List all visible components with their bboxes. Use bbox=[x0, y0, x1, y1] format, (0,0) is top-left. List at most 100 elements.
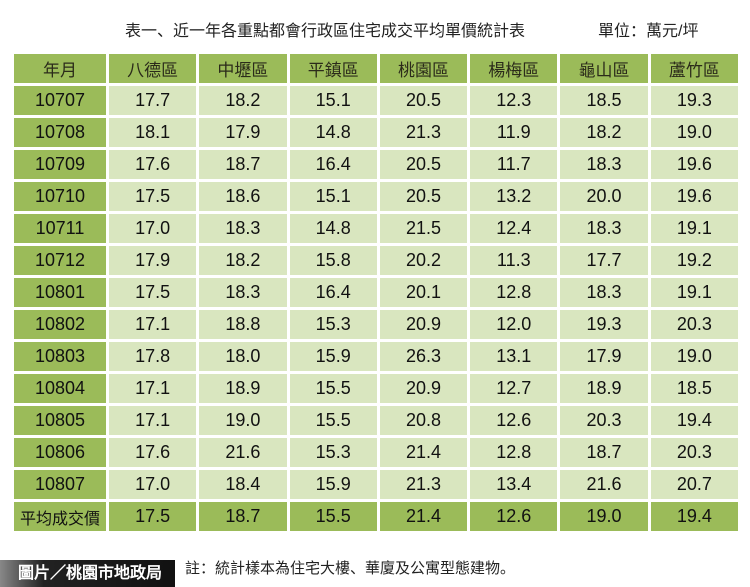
table-row: 10806 17.6 21.6 15.3 21.4 12.8 18.7 20.3 bbox=[14, 438, 738, 467]
table-cell: 17.0 bbox=[109, 214, 197, 243]
table-cell: 21.5 bbox=[379, 214, 468, 243]
row-label: 10807 bbox=[14, 470, 106, 499]
column-header: 桃園區 bbox=[379, 54, 468, 83]
table-cell: 20.5 bbox=[379, 150, 468, 179]
table-cell: 19.4 bbox=[650, 502, 738, 531]
table-cell: 18.4 bbox=[199, 470, 287, 499]
table-cell: 17.9 bbox=[199, 118, 287, 147]
table-cell: 15.9 bbox=[289, 470, 377, 499]
table-cell: 19.0 bbox=[650, 342, 738, 371]
table-cell: 12.8 bbox=[470, 278, 558, 307]
image-credit: 圖片／桃園市地政局 bbox=[0, 560, 175, 587]
table-cell: 18.3 bbox=[560, 150, 648, 179]
table-cell: 21.4 bbox=[379, 438, 468, 467]
table-cell: 19.0 bbox=[560, 502, 648, 531]
table-cell: 20.3 bbox=[560, 406, 648, 435]
table-cell: 18.0 bbox=[199, 342, 287, 371]
table-cell: 13.1 bbox=[470, 342, 558, 371]
table-cell: 13.2 bbox=[470, 182, 558, 211]
table-cell: 18.3 bbox=[199, 278, 287, 307]
table-cell: 18.2 bbox=[199, 246, 287, 275]
row-label: 10709 bbox=[14, 150, 106, 179]
table-cell: 17.1 bbox=[109, 406, 197, 435]
table-cell: 20.5 bbox=[379, 86, 468, 115]
row-label: 10708 bbox=[14, 118, 106, 147]
table-cell: 18.5 bbox=[560, 86, 648, 115]
table-cell: 17.6 bbox=[109, 438, 197, 467]
table-cell: 20.1 bbox=[379, 278, 468, 307]
table-cell: 17.5 bbox=[109, 182, 197, 211]
column-header: 平鎮區 bbox=[289, 54, 377, 83]
table-cell: 18.5 bbox=[650, 374, 738, 403]
table-cell: 15.5 bbox=[289, 406, 377, 435]
table-cell: 17.1 bbox=[109, 310, 197, 339]
row-label: 10710 bbox=[14, 182, 106, 211]
table-cell: 26.3 bbox=[379, 342, 468, 371]
table-cell: 12.8 bbox=[470, 438, 558, 467]
table-cell: 19.1 bbox=[650, 214, 738, 243]
table-cell: 15.1 bbox=[289, 86, 377, 115]
table-cell: 18.2 bbox=[560, 118, 648, 147]
table-cell: 11.3 bbox=[470, 246, 558, 275]
table-cell: 17.7 bbox=[560, 246, 648, 275]
table-cell: 18.2 bbox=[199, 86, 287, 115]
table-cell: 14.8 bbox=[289, 214, 377, 243]
row-label: 10804 bbox=[14, 374, 106, 403]
table-cell: 18.3 bbox=[560, 278, 648, 307]
table-cell: 17.9 bbox=[109, 246, 197, 275]
table-cell: 21.6 bbox=[560, 470, 648, 499]
column-header: 年月 bbox=[14, 54, 106, 83]
table-row: 10804 17.1 18.9 15.5 20.9 12.7 18.9 18.5 bbox=[14, 374, 738, 403]
table-cell: 12.7 bbox=[470, 374, 558, 403]
table-cell: 18.9 bbox=[199, 374, 287, 403]
table-cell: 20.3 bbox=[650, 438, 738, 467]
table-cell: 18.3 bbox=[560, 214, 648, 243]
table-cell: 19.3 bbox=[650, 86, 738, 115]
row-label: 10712 bbox=[14, 246, 106, 275]
table-cell: 19.1 bbox=[650, 278, 738, 307]
table-cell: 19.2 bbox=[650, 246, 738, 275]
row-label: 10805 bbox=[14, 406, 106, 435]
column-header: 中壢區 bbox=[199, 54, 287, 83]
table-cell: 17.8 bbox=[109, 342, 197, 371]
row-label: 10801 bbox=[14, 278, 106, 307]
table-cell: 17.7 bbox=[109, 86, 197, 115]
row-label: 平均成交價 bbox=[14, 502, 106, 531]
table-cell: 15.5 bbox=[289, 502, 377, 531]
table-cell: 13.4 bbox=[470, 470, 558, 499]
table-cell: 19.3 bbox=[560, 310, 648, 339]
header-row: 年月 八德區 中壢區 平鎮區 桃園區 楊梅區 龜山區 蘆竹區 bbox=[14, 54, 738, 83]
table-cell: 14.8 bbox=[289, 118, 377, 147]
table-cell: 18.7 bbox=[560, 438, 648, 467]
table-row: 10710 17.5 18.6 15.1 20.5 13.2 20.0 19.6 bbox=[14, 182, 738, 211]
table-row: 10709 17.6 18.7 16.4 20.5 11.7 18.3 19.6 bbox=[14, 150, 738, 179]
table-cell: 20.9 bbox=[379, 374, 468, 403]
table-cell: 12.6 bbox=[470, 502, 558, 531]
price-table: 年月 八德區 中壢區 平鎮區 桃園區 楊梅區 龜山區 蘆竹區 10707 17.7 18.2 15.… bbox=[11, 51, 741, 534]
average-row: 平均成交價 17.5 18.7 15.5 21.4 12.6 19.0 19.4 bbox=[14, 502, 738, 531]
table-cell: 18.3 bbox=[199, 214, 287, 243]
column-header: 龜山區 bbox=[560, 54, 648, 83]
column-header: 蘆竹區 bbox=[650, 54, 738, 83]
row-label: 10802 bbox=[14, 310, 106, 339]
table-cell: 11.9 bbox=[470, 118, 558, 147]
row-label: 10707 bbox=[14, 86, 106, 115]
table-row: 10712 17.9 18.2 15.8 20.2 11.3 17.7 19.2 bbox=[14, 246, 738, 275]
unit-label: 單位：萬元/坪 bbox=[598, 23, 699, 40]
table-cell: 20.7 bbox=[650, 470, 738, 499]
table-cell: 17.6 bbox=[109, 150, 197, 179]
table-cell: 17.0 bbox=[109, 470, 197, 499]
table-cell: 19.4 bbox=[650, 406, 738, 435]
table-cell: 15.3 bbox=[289, 310, 377, 339]
table-cell: 17.5 bbox=[109, 502, 197, 531]
table-cell: 21.3 bbox=[379, 470, 468, 499]
table-row: 10803 17.8 18.0 15.9 26.3 13.1 17.9 19.0 bbox=[14, 342, 738, 371]
table-cell: 18.6 bbox=[199, 182, 287, 211]
table-cell: 18.8 bbox=[199, 310, 287, 339]
table-cell: 21.3 bbox=[379, 118, 468, 147]
row-label: 10711 bbox=[14, 214, 106, 243]
table-cell: 17.1 bbox=[109, 374, 197, 403]
table-row: 10711 17.0 18.3 14.8 21.5 12.4 18.3 19.1 bbox=[14, 214, 738, 243]
table-cell: 15.3 bbox=[289, 438, 377, 467]
table-cell: 20.5 bbox=[379, 182, 468, 211]
